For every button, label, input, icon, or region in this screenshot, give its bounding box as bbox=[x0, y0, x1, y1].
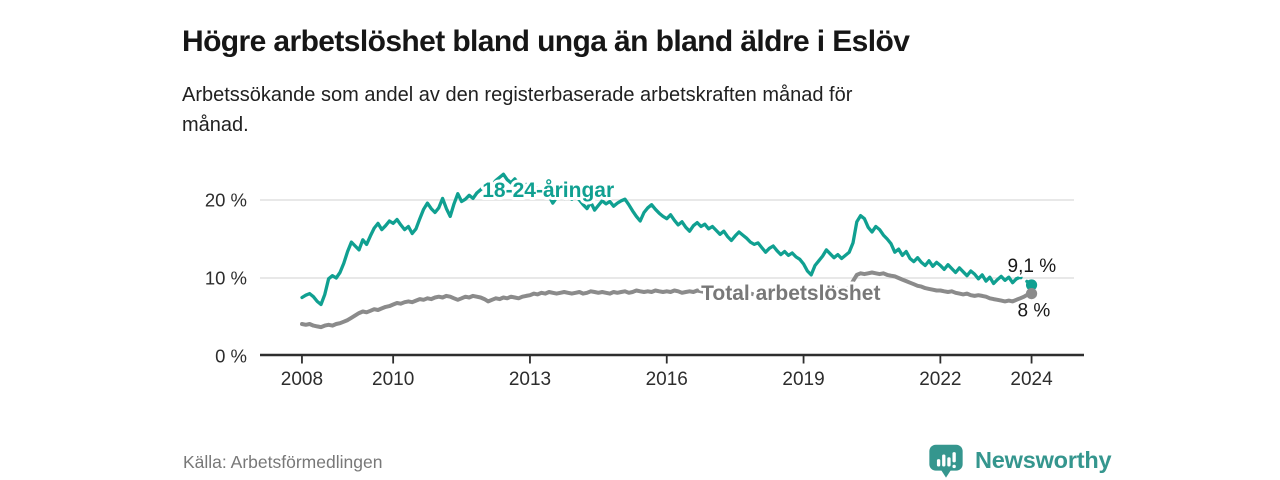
series-line-total bbox=[300, 270, 1034, 330]
subtitle-line-1: Arbetssökande som andel av den registerb… bbox=[182, 84, 853, 106]
newsworthy-brand-link[interactable]: Newsworthy bbox=[927, 442, 1112, 479]
x-tick-label: 2022 bbox=[919, 369, 961, 390]
page-title: Högre arbetslöshet bland unga än bland ä… bbox=[182, 25, 910, 59]
mini-bar-chart-glyph bbox=[936, 452, 956, 469]
x-tick-label: 2013 bbox=[509, 369, 551, 390]
series-label-youth: 18-24-åringar bbox=[482, 179, 614, 202]
series-line-youth bbox=[300, 172, 1019, 307]
end-value-label-youth: 9,1 % bbox=[1008, 256, 1057, 277]
source-note: Källa: Arbetsförmedlingen bbox=[183, 452, 383, 472]
y-tick-label: 20 % bbox=[205, 189, 247, 210]
x-tick-label: 2016 bbox=[646, 369, 688, 390]
x-tick-label: 2024 bbox=[1010, 369, 1053, 390]
x-tick-label: 2019 bbox=[782, 369, 824, 390]
chart-subtitle: Arbetssökande som andel av den registerb… bbox=[182, 80, 1082, 140]
x-tick-label: 2008 bbox=[281, 369, 323, 390]
subtitle-line-2: månad. bbox=[182, 114, 249, 136]
y-tick-label: 0 % bbox=[215, 346, 247, 367]
end-value-label-total: 8 % bbox=[1018, 301, 1051, 322]
series-end-dot-total bbox=[1025, 287, 1038, 300]
series-label-total: Total arbetslöshet bbox=[701, 282, 880, 305]
brand-name: Newsworthy bbox=[975, 447, 1112, 473]
series-end-dot-youth bbox=[1025, 279, 1038, 291]
x-tick-label: 2010 bbox=[372, 369, 414, 390]
y-tick-label: 10 % bbox=[205, 267, 247, 288]
bar-chart-speech-bubble-icon bbox=[929, 444, 963, 478]
